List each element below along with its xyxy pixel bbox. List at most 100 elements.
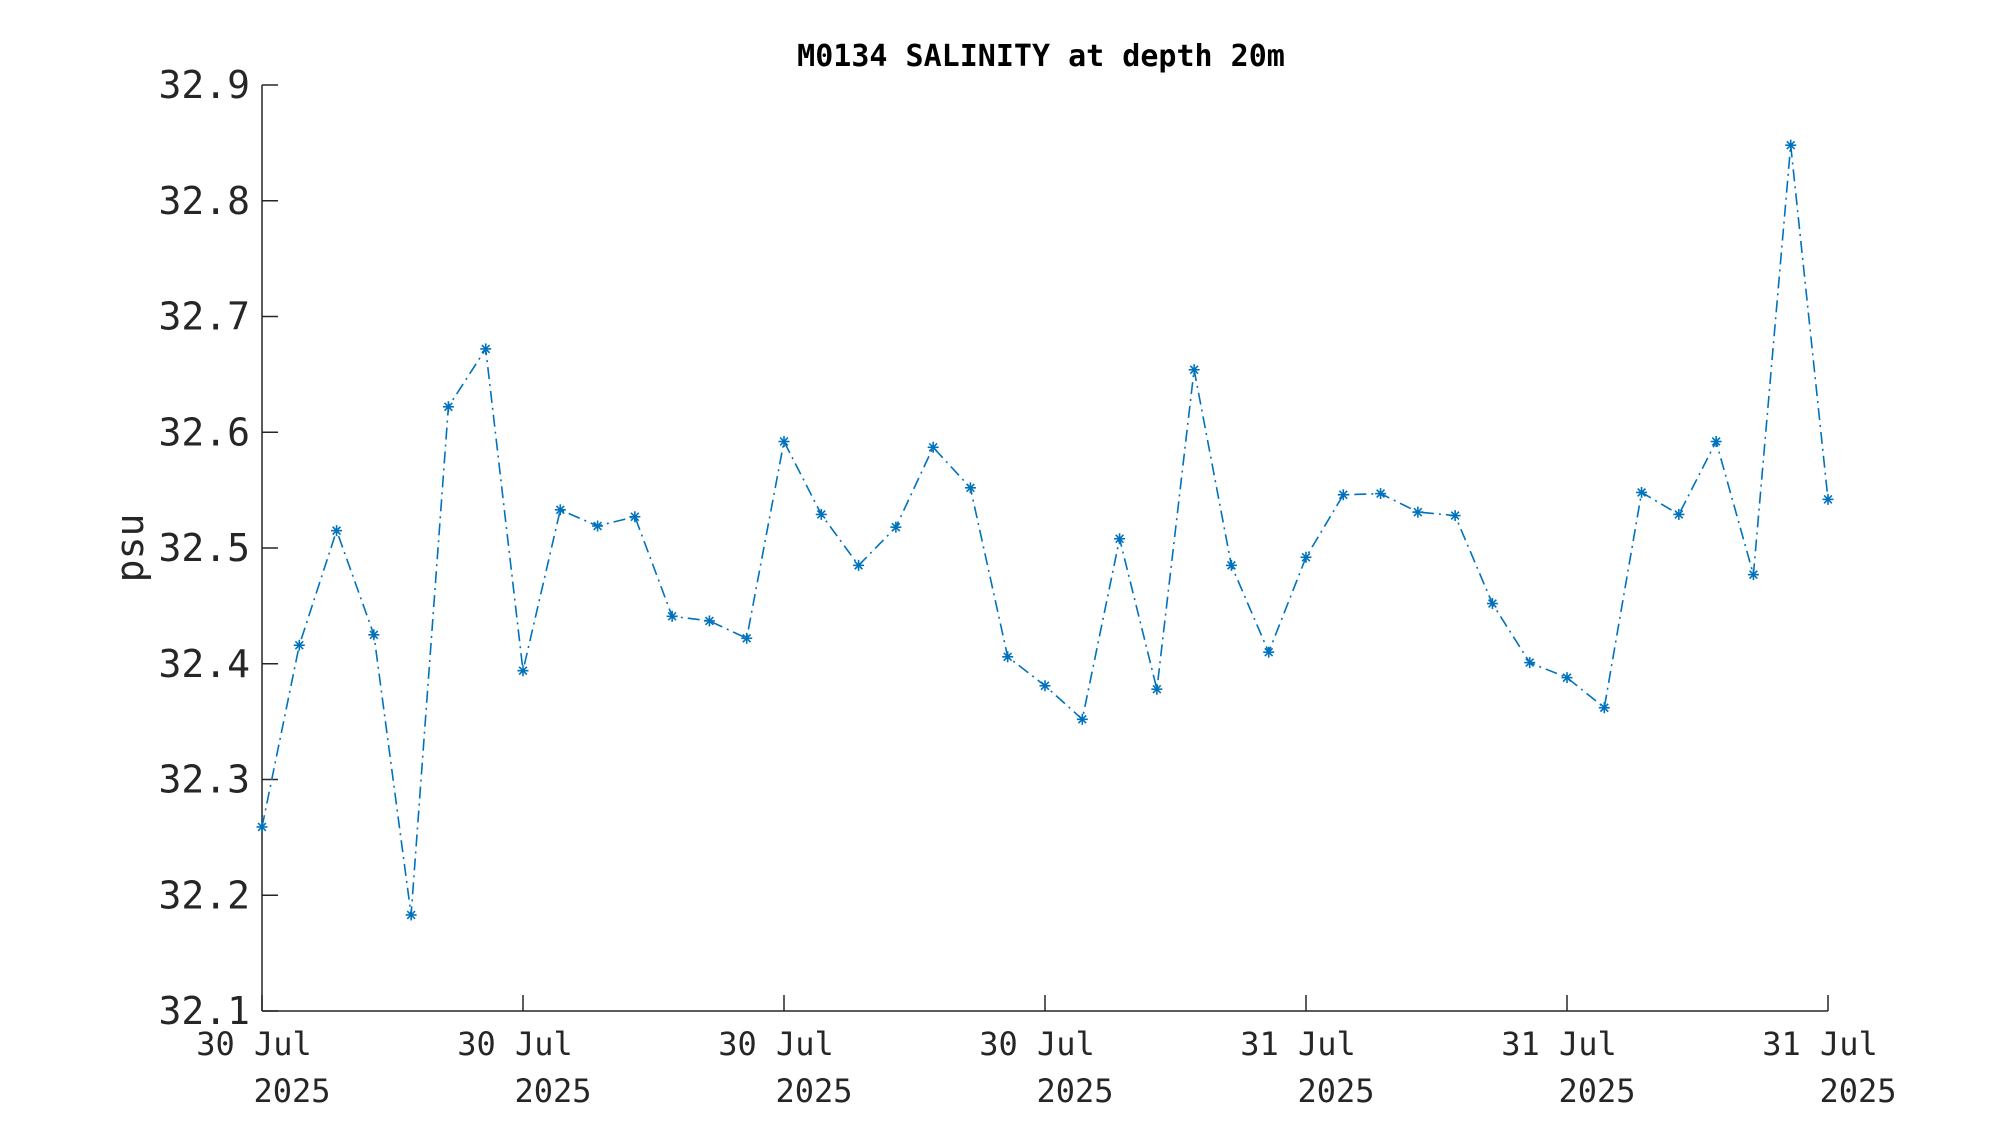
data-point bbox=[815, 508, 827, 520]
x-ticks: 30 Jul 2025 30 Jul 2025 30 Jul 2025 30 Jul 2025… bbox=[196, 995, 1897, 1110]
data-point bbox=[554, 504, 566, 516]
data-point bbox=[741, 632, 753, 644]
marker-stroke bbox=[1338, 490, 1348, 500]
marker-stroke bbox=[1562, 673, 1572, 683]
data-point bbox=[480, 343, 492, 355]
marker-stroke bbox=[1711, 437, 1721, 446]
data-point bbox=[1785, 139, 1797, 151]
x-tick-label-date: 31 Jul bbox=[1240, 1025, 1356, 1063]
y-tick-label: 32.9 bbox=[158, 63, 250, 107]
x-tick-label-year: 2025 bbox=[253, 1072, 330, 1110]
data-point bbox=[1375, 488, 1387, 500]
marker-stroke bbox=[704, 616, 714, 626]
marker-stroke bbox=[593, 521, 603, 531]
marker-stroke bbox=[1301, 552, 1311, 562]
series-line bbox=[261, 145, 1829, 916]
marker-stroke bbox=[406, 910, 416, 920]
y-tick-label: 32.2 bbox=[158, 873, 250, 917]
data-point bbox=[442, 401, 454, 413]
marker-stroke bbox=[1040, 681, 1050, 691]
data-point bbox=[1225, 559, 1237, 571]
x-tick-label-year: 2025 bbox=[1819, 1072, 1896, 1110]
marker-stroke bbox=[1264, 647, 1274, 657]
marker-stroke bbox=[1152, 684, 1162, 694]
marker-stroke bbox=[1003, 652, 1013, 662]
x-tick-label-year: 2025 bbox=[775, 1072, 852, 1110]
marker-stroke bbox=[1525, 658, 1535, 668]
x-tick-label-date: 31 Jul bbox=[1762, 1025, 1878, 1063]
data-point bbox=[1337, 489, 1349, 501]
marker-stroke bbox=[1376, 489, 1386, 499]
chart-title: M0134 SALINITY at depth 20m bbox=[797, 39, 1285, 74]
marker-stroke bbox=[854, 560, 864, 570]
marker-stroke bbox=[1487, 599, 1497, 609]
marker-stroke bbox=[1637, 487, 1647, 497]
data-point bbox=[703, 615, 715, 627]
y-tick-label: 32.3 bbox=[158, 758, 250, 802]
marker-stroke bbox=[481, 344, 491, 354]
data-point bbox=[1636, 486, 1648, 498]
data-point bbox=[1524, 657, 1536, 669]
data-point bbox=[331, 525, 343, 537]
marker-stroke bbox=[779, 437, 789, 446]
marker-stroke bbox=[443, 402, 453, 412]
data-point bbox=[368, 629, 380, 641]
y-tick-label: 32.8 bbox=[158, 179, 250, 223]
marker-stroke bbox=[667, 611, 677, 621]
data-point bbox=[1486, 598, 1498, 610]
data-point bbox=[778, 436, 790, 448]
marker-stroke bbox=[630, 512, 640, 522]
data-point bbox=[1188, 364, 1200, 376]
marker-stroke bbox=[742, 633, 752, 643]
data-point bbox=[1151, 683, 1163, 695]
marker-stroke bbox=[1413, 507, 1423, 517]
marker-stroke bbox=[891, 522, 901, 532]
data-point bbox=[629, 511, 641, 523]
y-axis-label: psu bbox=[108, 514, 152, 583]
data-point bbox=[890, 521, 902, 533]
data-point bbox=[1710, 436, 1722, 448]
x-tick-label-year: 2025 bbox=[1036, 1072, 1113, 1110]
marker-stroke bbox=[332, 526, 342, 536]
data-point bbox=[1673, 508, 1685, 520]
data-point bbox=[1598, 702, 1610, 714]
marker-stroke bbox=[1748, 570, 1758, 580]
y-tick-label: 32.5 bbox=[158, 526, 250, 570]
data-point bbox=[1002, 651, 1014, 663]
data-point bbox=[517, 665, 529, 677]
marker-stroke bbox=[294, 640, 304, 650]
data-point bbox=[1822, 493, 1834, 505]
y-tick-label: 32.6 bbox=[158, 410, 250, 454]
data-point bbox=[964, 482, 976, 494]
marker-stroke bbox=[1226, 560, 1236, 570]
marker-stroke bbox=[928, 442, 938, 452]
marker-stroke bbox=[1450, 511, 1460, 521]
marker-stroke bbox=[1674, 509, 1684, 519]
marker-stroke bbox=[555, 505, 565, 515]
x-tick-label-date: 30 Jul bbox=[979, 1025, 1095, 1063]
data-point bbox=[1412, 506, 1424, 518]
data-point bbox=[1076, 713, 1088, 725]
marker-stroke bbox=[816, 509, 826, 519]
data-point bbox=[1263, 646, 1275, 658]
marker-stroke bbox=[1115, 534, 1125, 544]
x-tick-label-year: 2025 bbox=[1558, 1072, 1635, 1110]
data-point bbox=[1039, 680, 1051, 692]
data-point bbox=[927, 441, 939, 453]
y-tick-label: 32.4 bbox=[158, 642, 250, 686]
data-point bbox=[1561, 672, 1573, 684]
marker-stroke bbox=[965, 483, 975, 493]
marker-stroke bbox=[1599, 703, 1609, 713]
x-tick-label-date: 30 Jul bbox=[718, 1025, 834, 1063]
y-ticks: 32.1 32.2 32.3 32.4 32.5 32.6 32.7 32.8 32.9 bbox=[158, 63, 278, 1033]
axes bbox=[261, 85, 1828, 1012]
marker-stroke bbox=[257, 822, 267, 832]
data-point bbox=[666, 610, 678, 622]
marker-stroke bbox=[369, 630, 379, 640]
data-point bbox=[592, 520, 604, 532]
marker-stroke bbox=[1077, 714, 1087, 724]
marker-stroke bbox=[1189, 365, 1199, 375]
data-point bbox=[256, 821, 268, 833]
data-point bbox=[405, 909, 417, 921]
